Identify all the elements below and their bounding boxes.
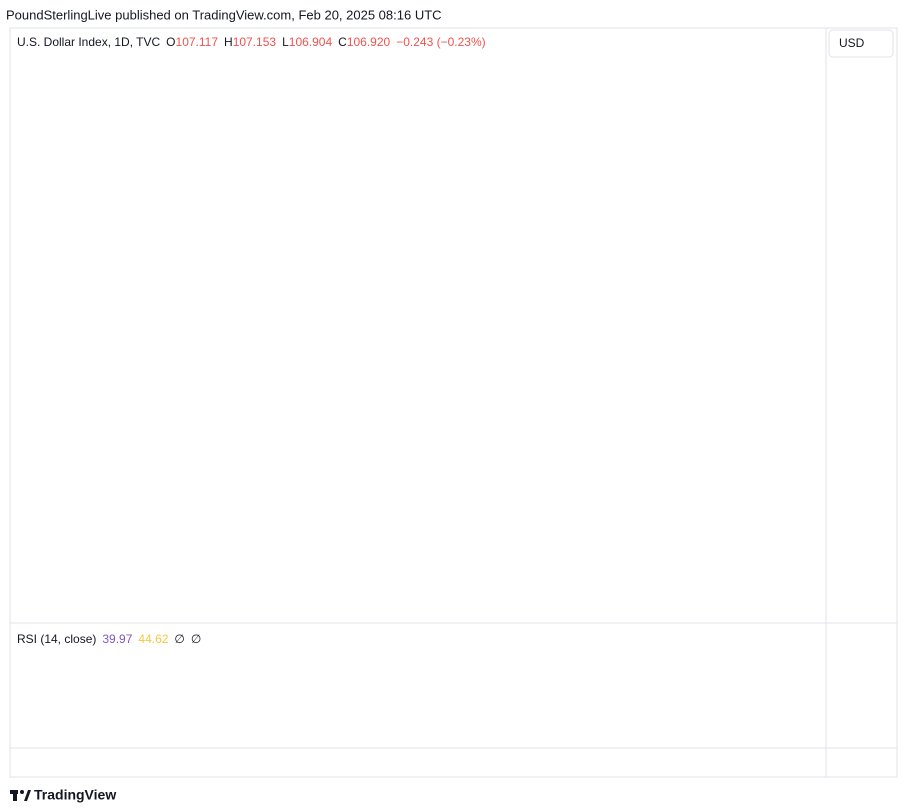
legend-c: C <box>338 35 347 49</box>
legend-close: 106.920 <box>347 35 391 49</box>
legend-l: L <box>282 35 289 49</box>
currency-button[interactable] <box>828 29 894 58</box>
rsi-legend: RSI (14, close) 39.97 44.62 ∅ ∅ <box>17 632 201 646</box>
legend-high: 107.153 <box>233 35 277 49</box>
rsi-extra: ∅ <box>191 632 201 646</box>
rsi-value: 39.97 <box>102 632 132 646</box>
legend-h: H <box>224 35 233 49</box>
rsi-ma-value: 44.62 <box>138 632 168 646</box>
frame <box>9 27 898 778</box>
legend-o: O <box>166 35 175 49</box>
legend-open: 107.117 <box>176 35 219 49</box>
rsi-extra: ∅ <box>174 632 184 646</box>
rsi-title: RSI (14, close) <box>17 632 96 646</box>
currency[interactable]: USD <box>839 36 865 50</box>
legend-name: U.S. Dollar Index, 1D, TVC <box>17 35 160 49</box>
header: PoundSterlingLive published on TradingVi… <box>6 7 442 22</box>
footer-brand: TradingView <box>34 787 116 803</box>
legend-low: 106.904 <box>289 35 333 49</box>
legend: U.S. Dollar Index, 1D, TVC O107.117 H107.1… <box>17 35 486 49</box>
legend-change: −0.243 (−0.23%) <box>396 35 485 49</box>
logo <box>10 790 31 801</box>
